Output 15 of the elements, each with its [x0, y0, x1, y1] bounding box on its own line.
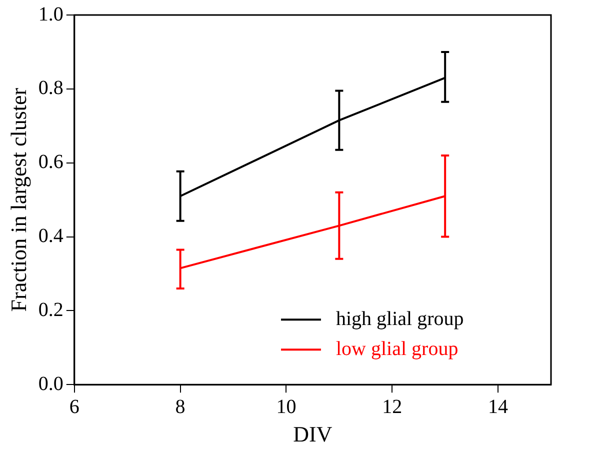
- x-tick-label: 14: [488, 396, 508, 418]
- x-tick-label: 8: [175, 396, 186, 418]
- y-tick-label: 0.6: [38, 151, 64, 174]
- y-tick-label: 1.0: [38, 3, 64, 26]
- x-tick-label: 10: [276, 396, 296, 418]
- y-tick-label: 0.8: [38, 77, 64, 100]
- x-tick-label: 6: [69, 396, 80, 418]
- y-tick-label: 0.0: [38, 372, 64, 395]
- y-axis-title: Fraction in largest cluster: [6, 87, 31, 312]
- y-tick-label: 0.4: [38, 225, 64, 248]
- y-tick-label: 0.2: [38, 298, 64, 321]
- x-tick-label: 12: [382, 396, 402, 418]
- x-axis-title: DIV: [293, 422, 332, 447]
- legend-label: low glial group: [336, 338, 458, 360]
- legend-label: high glial group: [336, 308, 464, 330]
